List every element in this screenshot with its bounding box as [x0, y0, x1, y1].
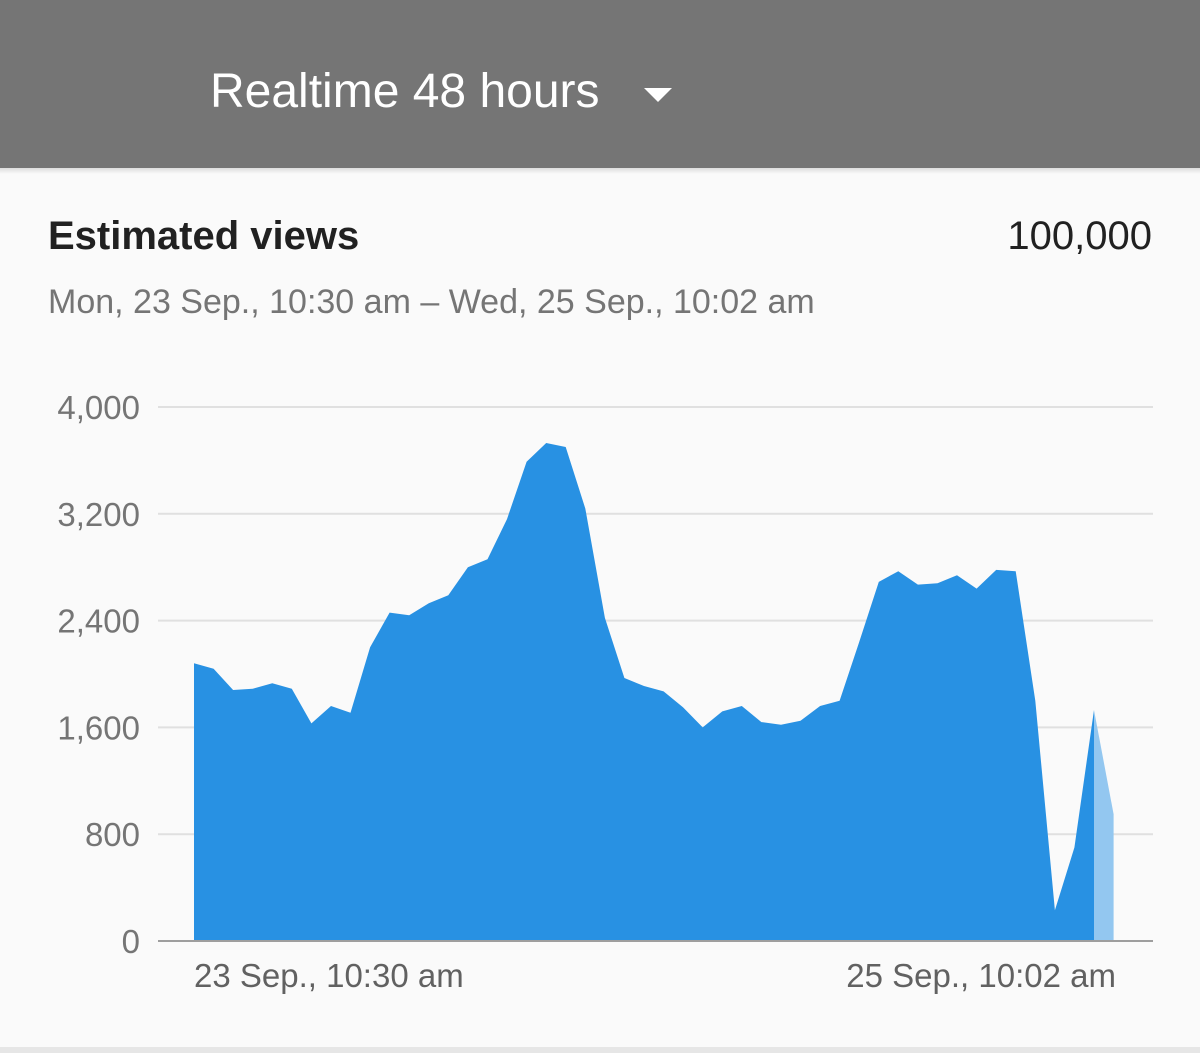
y-tick-label: 3,200: [57, 496, 140, 533]
app-header: Realtime 48 hours: [0, 0, 1200, 168]
y-tick-label: 0: [122, 923, 140, 960]
y-tick-label: 4,000: [57, 389, 140, 426]
y-tick-label: 1,600: [57, 709, 140, 746]
y-tick-label: 2,400: [57, 603, 140, 640]
series-area: [158, 443, 1153, 942]
x-tick-label: 25 Sep., 10:02 am: [846, 957, 1116, 994]
y-tick-label: 800: [85, 816, 140, 853]
period-dropdown[interactable]: Realtime 48 hours: [210, 60, 672, 124]
period-dropdown-label: Realtime 48 hours: [210, 65, 600, 118]
header-shadow: [0, 168, 1200, 174]
caret-down-icon: [643, 88, 672, 102]
partial-period-area: [1094, 710, 1114, 941]
x-tick-label: 23 Sep., 10:30 am: [194, 957, 464, 994]
metric-title: Estimated views: [48, 214, 360, 258]
metric-total: 100,000: [1007, 214, 1152, 258]
series-area-fill: [194, 443, 1094, 941]
date-range: Mon, 23 Sep., 10:30 am – Wed, 25 Sep., 1…: [48, 283, 815, 321]
x-axis-labels: 23 Sep., 10:30 am 25 Sep., 10:02 am: [194, 957, 1116, 994]
y-axis-labels: 0 800 1,600 2,400 3,200 4,000: [57, 389, 140, 960]
card-bottom-border: [0, 1047, 1200, 1053]
